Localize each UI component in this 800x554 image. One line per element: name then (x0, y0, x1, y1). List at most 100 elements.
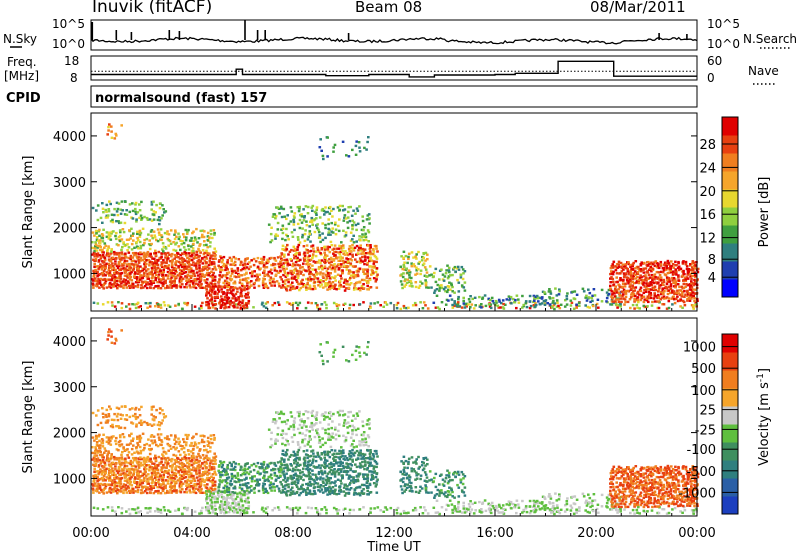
echo-cell (671, 279, 674, 282)
echo-cell (191, 452, 195, 455)
echo-cell (132, 437, 135, 440)
echo-cell (159, 278, 163, 281)
echo-cell (671, 303, 674, 306)
echo-cell (99, 277, 103, 281)
echo-cell (448, 270, 451, 274)
echo-cell (107, 438, 111, 441)
echo-cell (221, 463, 224, 467)
echo-cell (243, 288, 246, 292)
echo-cell (192, 261, 195, 264)
cpid-text: normalsound (fast) 157 (95, 91, 267, 106)
echo-cell (146, 218, 150, 221)
echo-cell (280, 252, 283, 255)
echo-cell (623, 303, 626, 306)
echo-cell (105, 210, 108, 213)
echo-cell (177, 442, 181, 446)
echo-cell (202, 253, 206, 256)
echo-cell (274, 237, 277, 240)
colorbar-tick-label: 24 (699, 161, 716, 176)
echo-cell (182, 241, 186, 245)
echo-cell (311, 255, 315, 258)
echo-cell (91, 436, 95, 439)
echo-cell (298, 270, 301, 273)
echo-cell (188, 468, 191, 471)
echo-cell (559, 303, 563, 306)
echo-cell (200, 235, 204, 239)
echo-cell (110, 483, 114, 487)
echo-cell (155, 478, 158, 482)
echo-cell (636, 271, 640, 274)
echo-cell (484, 304, 488, 308)
echo-cell (474, 304, 477, 307)
echo-cell (644, 274, 647, 277)
echo-cell (202, 449, 206, 452)
echo-cell (162, 301, 166, 304)
echo-cell (124, 252, 127, 255)
echo-cell (150, 424, 154, 427)
echo-cell (136, 490, 140, 494)
echo-cell (120, 507, 124, 510)
echo-cell (91, 241, 94, 244)
echo-cell (332, 247, 336, 250)
echo-cell (446, 277, 450, 280)
echo-cell (106, 272, 110, 275)
echo-cell (308, 232, 311, 235)
echo-cell (156, 468, 160, 471)
echo-cell (627, 282, 630, 285)
echo-cell (320, 303, 324, 306)
echo-cell (659, 263, 663, 266)
echo-cell (138, 240, 142, 244)
echo-cell (342, 229, 345, 232)
echo-cell (232, 301, 236, 304)
echo-cell (634, 286, 638, 289)
echo-cell (278, 285, 281, 288)
echo-cell (636, 275, 639, 279)
echo-cell (96, 449, 100, 452)
echo-cell (103, 451, 106, 454)
echo-cell (120, 456, 124, 459)
echo-cell (657, 271, 661, 274)
echo-cell (282, 262, 286, 265)
echo-cell (631, 263, 635, 266)
echo-cell (212, 229, 216, 232)
echo-cell (92, 279, 95, 282)
echo-cell (123, 261, 126, 265)
echo-cell (226, 464, 230, 467)
echo-cell (183, 455, 187, 459)
echo-cell (337, 287, 341, 290)
echo-cell (312, 250, 316, 253)
echo-cell (125, 510, 128, 513)
echo-cell (582, 290, 586, 293)
echo-cell (662, 297, 666, 300)
echo-cell (96, 265, 100, 268)
echo-cell (159, 433, 163, 436)
echo-cell (162, 245, 166, 248)
echo-cell (225, 293, 228, 296)
echo-cell (160, 469, 163, 472)
echo-cell (302, 245, 306, 248)
echo-cell (306, 301, 310, 304)
echo-cell (239, 263, 242, 266)
echo-cell (113, 481, 117, 484)
echo-cell (310, 506, 313, 510)
echo-cell (152, 486, 156, 489)
echo-cell (118, 444, 122, 448)
echo-cell (310, 206, 313, 209)
echo-cell (372, 277, 376, 280)
echo-cell (147, 438, 150, 441)
echo-cell (375, 247, 378, 250)
colorbar-segment (722, 171, 738, 190)
echo-cell (149, 506, 152, 510)
echo-cell (565, 295, 569, 298)
echo-cell (375, 244, 378, 248)
echo-cell (643, 298, 647, 301)
echo-cell (237, 303, 240, 306)
echo-cell (214, 455, 218, 458)
echo-cell (207, 507, 210, 510)
echo-cell (98, 447, 102, 450)
echo-cell (375, 267, 379, 270)
echo-cell (339, 283, 342, 287)
echo-cell (361, 219, 365, 223)
echo-cell (627, 261, 630, 264)
echo-cell (122, 472, 126, 475)
